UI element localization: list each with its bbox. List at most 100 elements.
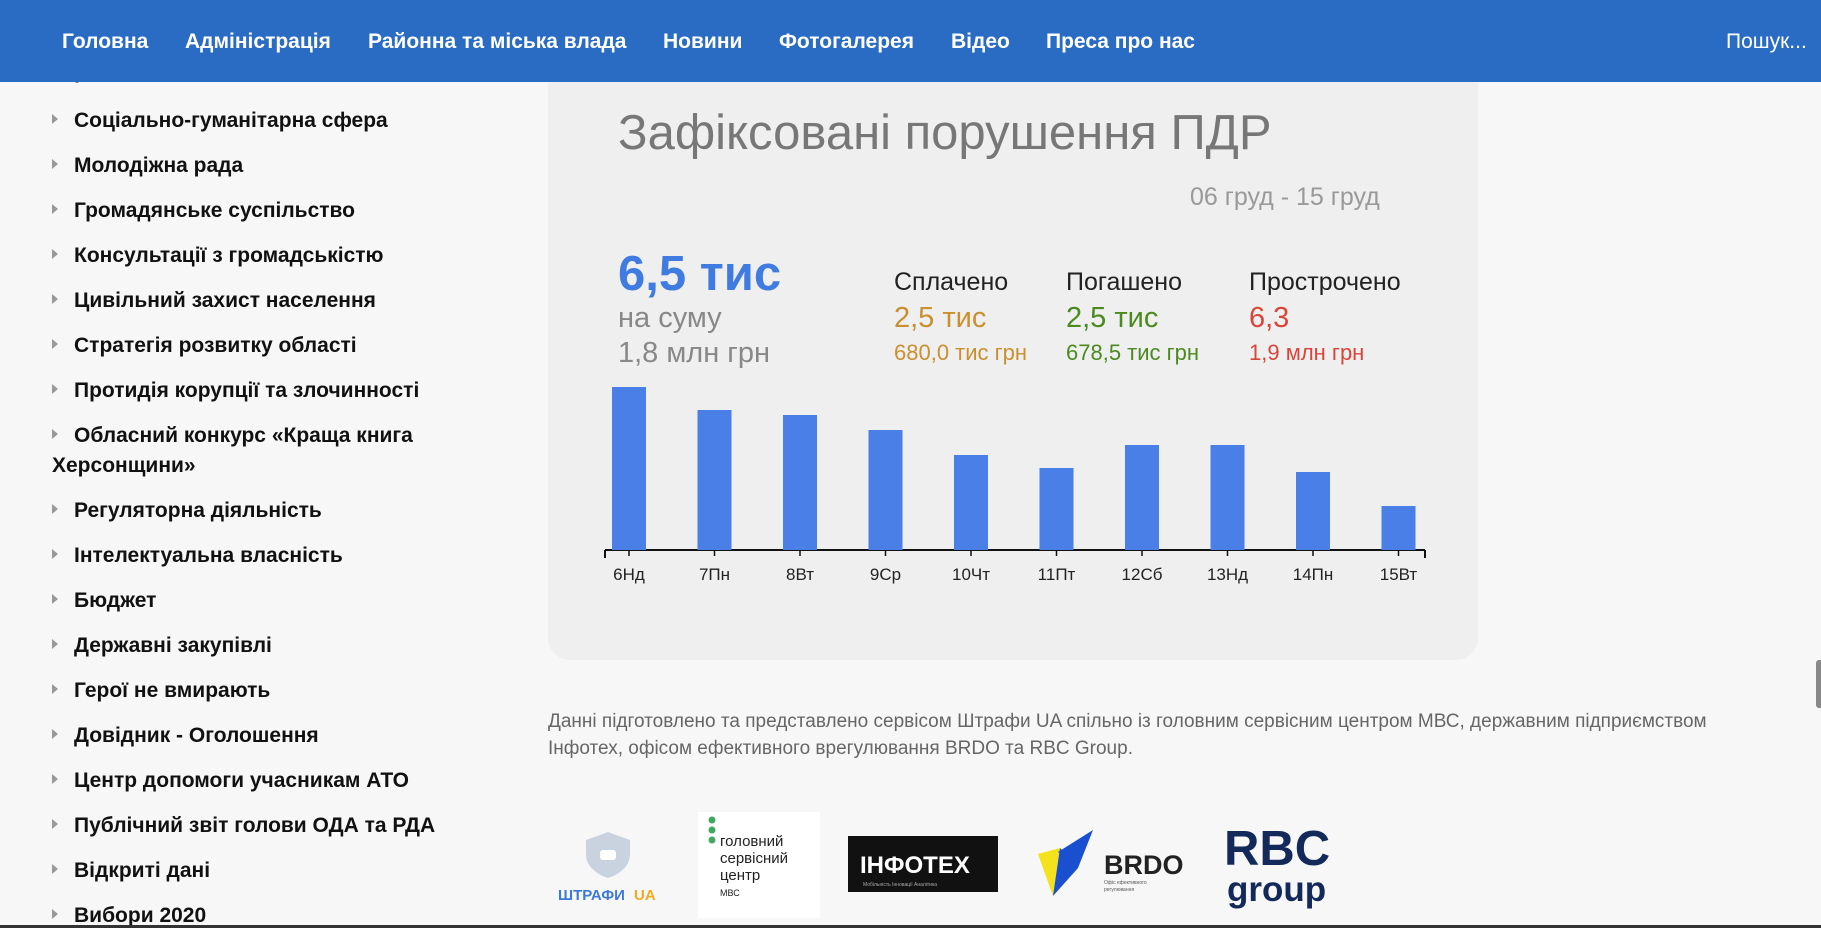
sidebar-item-label: Стратегія розвитку області (74, 334, 357, 357)
sidebar-item-intellectual-property[interactable]: Інтелектуальна власність (52, 541, 452, 571)
sidebar-item-label: Громадянське суспільство (74, 199, 356, 222)
x-tick-label: 11Пт (1038, 565, 1076, 584)
bar-15Вт[interactable] (1381, 506, 1416, 550)
sidebar-item-book-contest[interactable]: Обласний конкурс «Краща книга Херсонщини… (52, 421, 452, 481)
sidebar-item-open-data[interactable]: Відкриті дані (52, 856, 452, 886)
bar-7Пн[interactable] (697, 410, 732, 550)
sidebar-item-partial[interactable]: р (74, 82, 87, 84)
partner-logos: ШТРАФИ UA головний сервісний центр МВС І… (558, 812, 1330, 918)
sidebar-item-label: Публічний звіт голови ОДА та РДА (74, 814, 436, 837)
brdo-sub-1: Офіс ефективного (1104, 880, 1147, 886)
bar-11Пт[interactable] (1039, 468, 1074, 550)
sidebar-item-budget[interactable]: Бюджет (52, 586, 452, 616)
sidebar-item-label: Бюджет (74, 589, 157, 612)
nav-news[interactable]: Новини (663, 30, 743, 53)
sidebar-item-youth-council[interactable]: Молодіжна рада (52, 151, 452, 181)
sidebar-item-label: Герої не вмирають (74, 679, 271, 702)
rbc-text: RBC (1224, 822, 1330, 876)
hsc-line-2: сервісний (720, 850, 788, 867)
top-navigation: Головна Адміністрація Районна та міська … (0, 0, 1821, 82)
widget-title: Зафіксовані порушення ПДР (618, 106, 1272, 160)
hsc-mvs-logo[interactable]: головний сервісний центр МВС (698, 812, 820, 918)
sidebar-item-elections[interactable]: Вибори 2020 (52, 901, 452, 928)
sidebar-item-strategy[interactable]: Стратегія розвитку області (52, 331, 452, 361)
bar-10Чт[interactable] (954, 455, 988, 550)
chevron-right-icon (52, 549, 58, 559)
nav-photo-gallery[interactable]: Фотогалерея (779, 30, 914, 53)
infotech-logo[interactable]: ІНФОТЕХ Мобільність Інновації Аналітика (848, 836, 998, 892)
sidebar-item-label: Протидія корупції та злочинності (74, 379, 420, 402)
sidebar-menu: р Соціально-гуманітарна сфера Молодіжна … (0, 82, 520, 928)
sidebar-item-civil-protection[interactable]: Цивільний захист населення (52, 286, 452, 316)
sidebar-item-ato-center[interactable]: Центр допомоги учасникам АТО (52, 766, 452, 796)
chevron-right-icon (52, 384, 58, 394)
bottom-divider (0, 925, 1821, 928)
search-input[interactable]: Пошук... (1726, 30, 1807, 53)
violations-widget (548, 82, 1478, 660)
x-tick-label: 9Ср (870, 565, 901, 584)
stat-amount: 678,5 тис грн (1066, 340, 1200, 365)
bar-8Вт[interactable] (783, 415, 817, 550)
sidebar-item-label: Регуляторна діяльність (74, 499, 322, 522)
nav-video[interactable]: Відео (951, 30, 1010, 53)
violations-bar-chart: 6Нд 7Пн 8Вт 9Ср 10Чт 11Пт 12Сб 13Нд 14Пн 15Вт (604, 387, 1426, 584)
rbc-group-logo[interactable]: RBC group (1224, 822, 1330, 909)
x-tick-label: 13Нд (1207, 565, 1248, 584)
chevron-right-icon (52, 339, 58, 349)
note-line-1: Данні підготовлено та представлено серві… (548, 711, 1707, 732)
chevron-right-icon (52, 909, 58, 919)
brdo-logo[interactable]: BRDO Офіс ефективного регулювання (1038, 830, 1184, 896)
bar-12Сб[interactable] (1125, 445, 1159, 550)
sidebar-item-label: Обласний конкурс «Краща книга Херсонщини… (52, 424, 413, 477)
brdo-text: BRDO (1104, 850, 1184, 880)
x-tick-label: 10Чт (952, 565, 990, 584)
chevron-right-icon (52, 249, 58, 259)
x-tick-label: 7Пн (699, 565, 730, 584)
hsc-line-3: центр (720, 867, 760, 884)
sidebar-item-label: Вибори 2020 (74, 904, 207, 927)
nav-home[interactable]: Головна (62, 30, 149, 53)
x-tick-label: 8Вт (786, 565, 814, 584)
sidebar-item-label: Державні закупівлі (74, 634, 272, 657)
stat-label: Прострочено (1249, 268, 1401, 296)
date-range: 06 груд - 15 груд (1190, 183, 1380, 211)
sidebar-item-humanitarian[interactable]: Соціально-гуманітарна сфера (52, 106, 452, 136)
sidebar-item-procurement[interactable]: Державні закупівлі (52, 631, 452, 661)
x-tick-label: 6Нд (613, 565, 645, 584)
hsc-line-4: МВС (720, 888, 740, 898)
stat-label: Погашено (1066, 268, 1183, 296)
chevron-right-icon (52, 204, 58, 214)
bar-9Ср[interactable] (868, 430, 903, 550)
bar-6Нд[interactable] (612, 387, 646, 550)
hsc-line-1: головний (720, 833, 783, 850)
sidebar-item-label: Інтелектуальна власність (74, 544, 343, 567)
nav-district-city-authority[interactable]: Районна та міська влада (368, 30, 627, 53)
sidebar-item-label: Цивільний захист населення (74, 289, 376, 312)
nav-administration[interactable]: Адміністрація (185, 30, 331, 53)
sidebar-item-anti-corruption[interactable]: Протидія корупції та злочинності (52, 376, 452, 406)
sidebar-item-consultations[interactable]: Консультації з громадськістю (52, 241, 452, 271)
note-line-2: Інфотех, офісом ефективного врегулювання… (548, 738, 1133, 759)
sidebar-item-label: Відкриті дані (74, 859, 211, 882)
brdo-sub-2: регулювання (1104, 887, 1134, 893)
nav-press[interactable]: Преса про нас (1046, 30, 1195, 53)
bar-14Пн[interactable] (1296, 472, 1330, 550)
chevron-right-icon (52, 684, 58, 694)
sidebar-item-heroes[interactable]: Герої не вмирають (52, 676, 452, 706)
sidebar-item-civil-society[interactable]: Громадянське суспільство (52, 196, 452, 226)
sidebar-item-label: Консультації з громадськістю (74, 244, 384, 267)
chevron-right-icon (52, 159, 58, 169)
stat-count: 2,5 тис (894, 302, 987, 334)
chevron-right-icon (52, 819, 58, 829)
total-sum-label: на суму (618, 302, 722, 334)
sidebar-item-label: Довідник - Оголошення (74, 724, 319, 747)
chevron-right-icon (52, 594, 58, 604)
shtrafy-ua-logo[interactable]: ШТРАФИ UA (558, 832, 656, 904)
sidebar-item-directory[interactable]: Довідник - Оголошення (52, 721, 452, 751)
bar-13Нд[interactable] (1210, 445, 1245, 550)
scrollbar-handle[interactable] (1816, 660, 1821, 708)
sidebar-item-public-report[interactable]: Публічний звіт голови ОДА та РДА (52, 811, 452, 841)
total-sum: 1,8 млн грн (618, 337, 771, 369)
stat-label: Сплачено (894, 268, 1009, 296)
sidebar-item-regulatory[interactable]: Регуляторна діяльність (52, 496, 452, 526)
